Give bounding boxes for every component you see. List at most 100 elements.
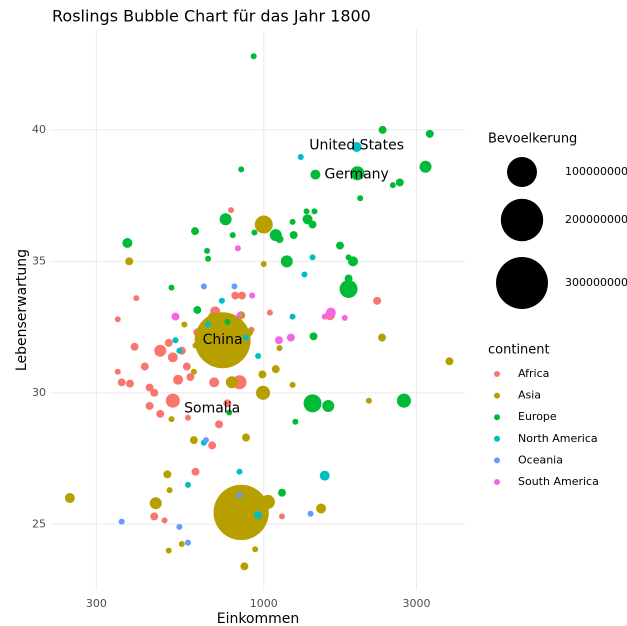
bubble — [185, 539, 192, 546]
bubble — [191, 467, 200, 476]
bubble — [208, 441, 217, 450]
bubble — [150, 512, 159, 521]
bubble — [176, 523, 183, 530]
size-legend-key — [496, 257, 548, 309]
y-tick-label: 30 — [32, 386, 46, 399]
bubble — [154, 344, 167, 357]
bubble — [185, 414, 192, 421]
bubble — [254, 511, 263, 520]
legend-label: South America — [518, 475, 599, 488]
bubble — [125, 379, 134, 388]
bubble — [250, 53, 257, 60]
bubble — [227, 207, 234, 214]
bubble — [254, 215, 273, 234]
y-axis-title: Lebenserwartung — [14, 249, 30, 371]
bubble — [156, 409, 165, 418]
bubble — [178, 540, 185, 547]
size-legend-title: Bevoelkerung — [488, 132, 577, 147]
bubble — [325, 307, 336, 318]
bubble — [378, 333, 386, 342]
bubble — [373, 296, 382, 305]
bubble — [278, 488, 286, 497]
bubble — [189, 436, 198, 445]
bubble — [125, 257, 134, 266]
bubble — [161, 517, 168, 524]
bubble — [172, 337, 179, 344]
bubble — [292, 418, 299, 425]
bubble — [140, 362, 149, 371]
bubble — [117, 378, 126, 387]
bubble — [351, 142, 362, 152]
size-legend-key — [500, 198, 544, 242]
bubble — [181, 321, 188, 328]
bubble — [150, 388, 159, 397]
bubble — [133, 295, 140, 302]
size-legend-key — [507, 157, 537, 187]
bubble — [258, 370, 267, 379]
bubble — [191, 227, 199, 236]
legend-label: Oceania — [518, 453, 563, 466]
bubble — [289, 231, 298, 240]
bubble — [238, 166, 245, 173]
bubble — [274, 336, 283, 345]
bubble — [186, 373, 195, 382]
bubble — [236, 468, 243, 475]
bubble — [166, 487, 173, 494]
bubble — [251, 229, 258, 236]
bubble — [193, 306, 202, 314]
bubble — [341, 314, 348, 321]
chart-title: Roslings Bubble Chart für das Jahr 1800 — [52, 7, 371, 26]
color-legend-title: continent — [488, 343, 550, 358]
y-tick-label: 25 — [32, 517, 46, 530]
bubble — [378, 125, 387, 134]
bubble — [260, 260, 267, 267]
bubble — [240, 562, 249, 571]
bubble — [182, 362, 191, 371]
bubble — [303, 208, 310, 215]
bubble — [200, 283, 207, 290]
bubble — [289, 313, 296, 320]
legend-key — [494, 414, 500, 421]
y-tick-label: 35 — [32, 254, 46, 267]
bubble — [64, 493, 75, 503]
bubble — [231, 291, 240, 300]
legend-label: Asia — [518, 389, 541, 402]
bubble — [209, 377, 220, 388]
bubble — [218, 297, 225, 304]
bubble — [289, 218, 296, 225]
bubble — [149, 497, 162, 510]
bubble — [205, 321, 212, 328]
size-legend-label: 100000000 — [565, 165, 627, 178]
bubble — [164, 338, 173, 347]
bubble — [275, 235, 284, 243]
bubble — [192, 342, 199, 349]
bubble — [266, 309, 273, 316]
bubble — [145, 383, 154, 392]
bubble — [307, 510, 314, 517]
bubble — [224, 318, 231, 325]
bubble — [256, 385, 271, 400]
bubble — [271, 365, 280, 374]
legend-label: Africa — [518, 367, 549, 380]
bubble — [260, 494, 275, 509]
bubble — [297, 153, 304, 160]
bubble — [226, 409, 233, 416]
bubble — [231, 283, 238, 290]
annotation: Germany — [324, 167, 388, 183]
bubble — [219, 213, 232, 226]
bubble — [289, 381, 296, 388]
bubble — [234, 245, 241, 252]
bubble — [118, 518, 125, 525]
bubble — [316, 503, 327, 514]
legend-key — [494, 371, 500, 377]
bubble — [311, 208, 318, 215]
bubble — [365, 397, 372, 404]
bubble — [348, 256, 359, 267]
x-tick-label: 3000 — [403, 597, 431, 610]
bubble — [278, 513, 285, 520]
legend-key — [494, 479, 500, 485]
bubble — [339, 279, 358, 298]
bubble — [276, 345, 283, 352]
bubble — [122, 237, 133, 248]
legend-label: Europe — [518, 410, 557, 423]
